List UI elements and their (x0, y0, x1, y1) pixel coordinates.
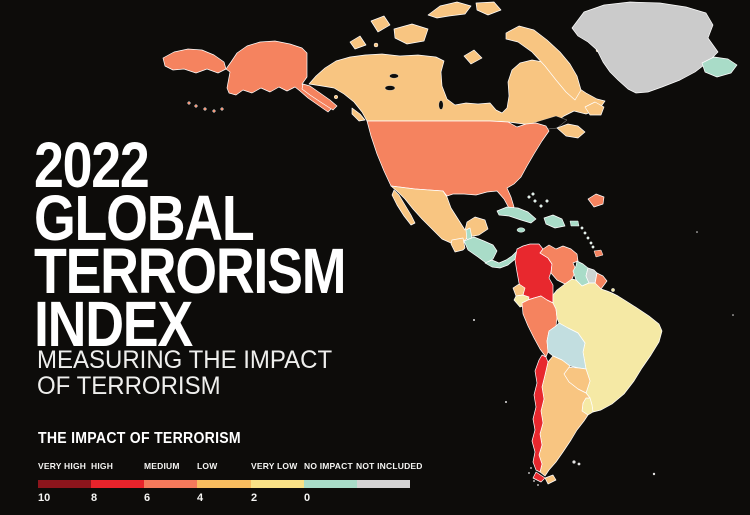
lesser-antilles (580, 226, 595, 249)
honduras-nicaragua (463, 236, 498, 264)
legend-swatch-not-included (356, 480, 410, 488)
vancouver-island (351, 107, 366, 122)
haida-gwaii (333, 94, 339, 100)
legend-scale-value: 10 (38, 492, 51, 504)
country-iceland (701, 56, 738, 78)
country-cuba (496, 206, 537, 224)
lake-winnipeg (438, 100, 444, 110)
subtitle-line: MEASURING THE IMPACT (37, 346, 333, 374)
atlantic-archipelago (587, 193, 605, 208)
island (349, 35, 367, 50)
legend-label: NOT INCLUDED (356, 461, 423, 471)
country-jamaica (516, 227, 526, 233)
legend-label: MEDIUM (144, 461, 180, 471)
tierra-del-fuego-chile (532, 471, 546, 483)
tierra-del-fuego-argentina (544, 474, 557, 485)
ellesmere-island (427, 1, 472, 19)
marajo-island (611, 288, 615, 292)
victoria-island (393, 23, 429, 45)
legend-label: NO IMPACT (304, 461, 353, 471)
legend-heading: THE IMPACT OF TERRORISM (38, 430, 241, 447)
legend-scale-value: 4 (197, 492, 204, 504)
title-line: INDEX (34, 288, 193, 360)
legend-scale-value: 0 (304, 492, 311, 504)
legend-label: HIGH (91, 461, 114, 471)
title-line: 2022 (34, 129, 150, 201)
legend-label: VERY HIGH (38, 461, 87, 471)
legend-scale-value: 6 (144, 492, 151, 504)
legend-scale-value: 2 (251, 492, 258, 504)
legend-scale-value: 8 (91, 492, 98, 504)
legend-scale: 10 8 6 4 2 0 (38, 488, 410, 504)
impact-legend: VERY HIGH HIGH MEDIUM LOW VERY LOW NO IM… (38, 458, 422, 508)
puerto-rico (569, 220, 580, 227)
country-chile (531, 354, 549, 473)
nova-scotia (556, 123, 586, 139)
legend-swatch-medium (144, 480, 198, 488)
ocean-specks (473, 231, 734, 403)
canadian-arctic-islands (349, 1, 601, 101)
bahamas (527, 192, 549, 208)
baffin-island (505, 25, 582, 101)
devon-island (475, 1, 502, 16)
aleutian-islands (187, 101, 224, 113)
legend-swatch-very-high (38, 480, 92, 488)
legend-swatch-high (91, 480, 145, 488)
falkland-islands (572, 460, 581, 466)
legend-label: VERY LOW (251, 461, 298, 471)
newfoundland (584, 101, 605, 116)
page-subtitle: MEASURING THE IMPACT OF TERRORISM (37, 347, 332, 399)
country-trinidad (593, 249, 604, 258)
baja-california (391, 189, 416, 226)
country-greenland (571, 1, 719, 94)
chilean-fjord-islets (528, 467, 539, 486)
south-georgia (652, 472, 656, 476)
country-russia-chukotka (162, 48, 227, 74)
southampton-island (463, 49, 483, 65)
island (373, 42, 379, 48)
legend-swatch-very-low (250, 480, 304, 488)
country-mexico (390, 185, 489, 252)
legend-swatch-low (197, 480, 251, 488)
great-slave-lake (384, 85, 396, 91)
legend-swatch-no-impact (303, 480, 357, 488)
country-guatemala (450, 237, 466, 253)
great-bear-lake (389, 73, 399, 79)
country-french-guiana (594, 272, 608, 290)
country-ecuador-west (512, 283, 526, 297)
hispaniola (543, 214, 566, 229)
legend-labels: VERY HIGH HIGH MEDIUM LOW VERY LOW NO IM… (38, 458, 422, 480)
legend-color-bar (38, 480, 410, 488)
subtitle-line: OF TERRORISM (37, 372, 221, 400)
alaska-panhandle (301, 83, 338, 111)
title-line: TERRORISM (34, 235, 346, 307)
banks-island (370, 15, 391, 33)
page-title: 2022 GLOBAL TERRORISM INDEX (34, 129, 346, 360)
legend-label: LOW (197, 461, 218, 471)
title-line: GLOBAL (34, 182, 255, 254)
